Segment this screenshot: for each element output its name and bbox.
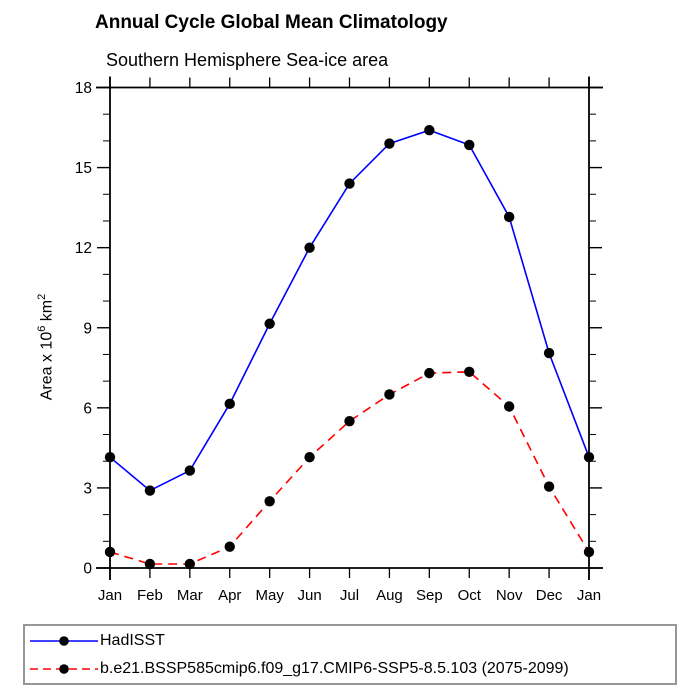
data-point <box>503 211 515 223</box>
x-tick-label: Jan <box>577 587 601 604</box>
data-point <box>304 452 315 463</box>
y-axis-ticks <box>97 86 602 569</box>
data-point <box>424 367 435 379</box>
x-tick-label: Jul <box>340 587 359 604</box>
data-point <box>264 496 275 507</box>
data-point <box>384 389 395 400</box>
y-tick-label: 18 <box>75 80 92 97</box>
y-tick-label: 6 <box>83 400 92 417</box>
y-tick-label: 9 <box>83 320 92 337</box>
data-point <box>583 452 595 463</box>
data-point <box>224 398 235 410</box>
marker-dot-icon <box>59 635 69 646</box>
y-axis-labels: 0 3 6 9 12 15 18 <box>75 80 93 578</box>
x-tick-label: May <box>255 587 284 604</box>
series-ssp585 <box>104 366 595 570</box>
data-point <box>583 546 595 558</box>
chart-title: Annual Cycle Global Mean Climatology <box>95 12 448 33</box>
data-point <box>424 125 435 136</box>
x-axis-ticks <box>109 77 590 578</box>
data-point <box>104 546 116 558</box>
y-tick-label: 0 <box>83 561 92 578</box>
data-point <box>503 401 515 412</box>
legend-item-hadisst: HadISST <box>25 627 675 655</box>
y-tick-label: 12 <box>75 240 92 257</box>
data-point <box>144 485 156 496</box>
data-point <box>264 318 275 329</box>
legend: HadISST b.e21.BSSP585cmip6.f09_g17.CMIP6… <box>23 624 677 685</box>
series-hadisst <box>104 125 595 496</box>
data-point <box>464 366 475 377</box>
x-tick-label: Feb <box>137 587 163 604</box>
data-point <box>104 452 116 463</box>
data-point <box>184 465 196 476</box>
x-tick-label: Sep <box>416 587 443 604</box>
data-point <box>344 415 355 427</box>
data-point <box>304 242 315 253</box>
data-point <box>384 138 395 149</box>
data-point <box>543 347 555 359</box>
data-point <box>224 541 235 552</box>
x-tick-label: Jun <box>297 587 321 604</box>
chart-subtitle: Southern Hemisphere Sea-ice area <box>106 50 389 70</box>
marker-dot-icon <box>59 663 69 674</box>
x-axis-labels: Jan Feb Mar Apr May Jun Jul Aug Sep Oct Nov Dec Jan <box>98 587 601 604</box>
series-line <box>109 370 590 565</box>
x-tick-label: Apr <box>218 587 241 604</box>
x-tick-label: Aug <box>376 587 403 604</box>
data-point <box>543 481 555 492</box>
legend-label-ssp585: b.e21.BSSP585cmip6.f09_g17.CMIP6-SSP5-8.… <box>100 659 569 677</box>
x-tick-label: Jan <box>98 587 122 604</box>
plot-frame <box>96 76 603 580</box>
x-tick-label: Dec <box>536 587 563 604</box>
legend-label-hadisst: HadISST <box>100 631 165 649</box>
x-tick-label: Nov <box>496 587 523 604</box>
data-point <box>184 558 196 570</box>
ssp585-line-sample <box>30 663 98 674</box>
hadisst-line-sample <box>30 635 98 646</box>
y-tick-label: 3 <box>83 480 92 497</box>
x-tick-label: Oct <box>458 587 482 604</box>
y-tick-label: 15 <box>75 160 92 177</box>
x-tick-label: Mar <box>177 587 203 604</box>
data-point <box>344 178 355 189</box>
legend-item-ssp585: b.e21.BSSP585cmip6.f09_g17.CMIP6-SSP5-8.… <box>25 655 675 683</box>
data-point <box>464 139 475 151</box>
data-point <box>144 558 156 570</box>
